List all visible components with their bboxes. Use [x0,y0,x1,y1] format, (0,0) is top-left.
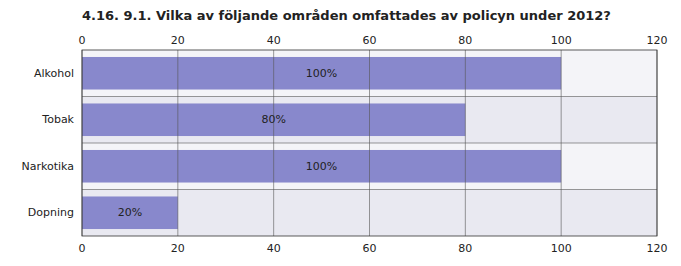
x-tick-label-top: 100 [551,34,572,47]
x-tick-label-bottom: 0 [79,242,86,255]
x-tick-label-top: 120 [647,34,668,47]
x-tick-label-bottom: 80 [458,242,472,255]
category-label: Tobak [41,113,74,126]
x-tick-label-top: 80 [458,34,472,47]
data-label: 100% [306,160,337,173]
x-tick-label-bottom: 40 [267,242,281,255]
x-tick-label-bottom: 60 [363,242,377,255]
x-axis: 0 0 20 20 40 40 60 60 80 80 100 100 120 120 [79,34,668,255]
y-axis: Alkohol Tobak Narkotika Dopning [22,67,75,220]
grid [82,50,657,236]
x-tick-label-top: 40 [267,34,281,47]
chart-title: 4.16. 9.1. Vilka av följande områden omf… [82,8,611,23]
plot-frame [82,50,657,236]
bar [82,196,178,229]
category-label: Narkotika [22,160,75,173]
x-tick-label-top: 60 [363,34,377,47]
data-labels: 100% 80% 100% 20% [118,67,338,220]
chart-svg: 4.16. 9.1. Vilka av följande områden omf… [0,0,681,266]
x-tick-label-top: 0 [79,34,86,47]
plot-background [82,50,657,236]
bar [82,57,561,90]
row-separator [82,96,657,97]
x-tick-label-bottom: 20 [171,242,185,255]
x-tick-label-bottom: 120 [647,242,668,255]
bar [82,150,561,183]
category-label: Dopning [28,206,74,219]
data-label: 100% [306,67,337,80]
row-separator [82,189,657,190]
data-label: 20% [118,206,142,219]
row-separator [82,143,657,144]
x-tick-label-top: 20 [171,34,185,47]
data-label: 80% [261,113,285,126]
chart-container: 4.16. 9.1. Vilka av följande områden omf… [0,0,681,266]
category-label: Alkohol [34,67,74,80]
x-tick-label-bottom: 100 [551,242,572,255]
